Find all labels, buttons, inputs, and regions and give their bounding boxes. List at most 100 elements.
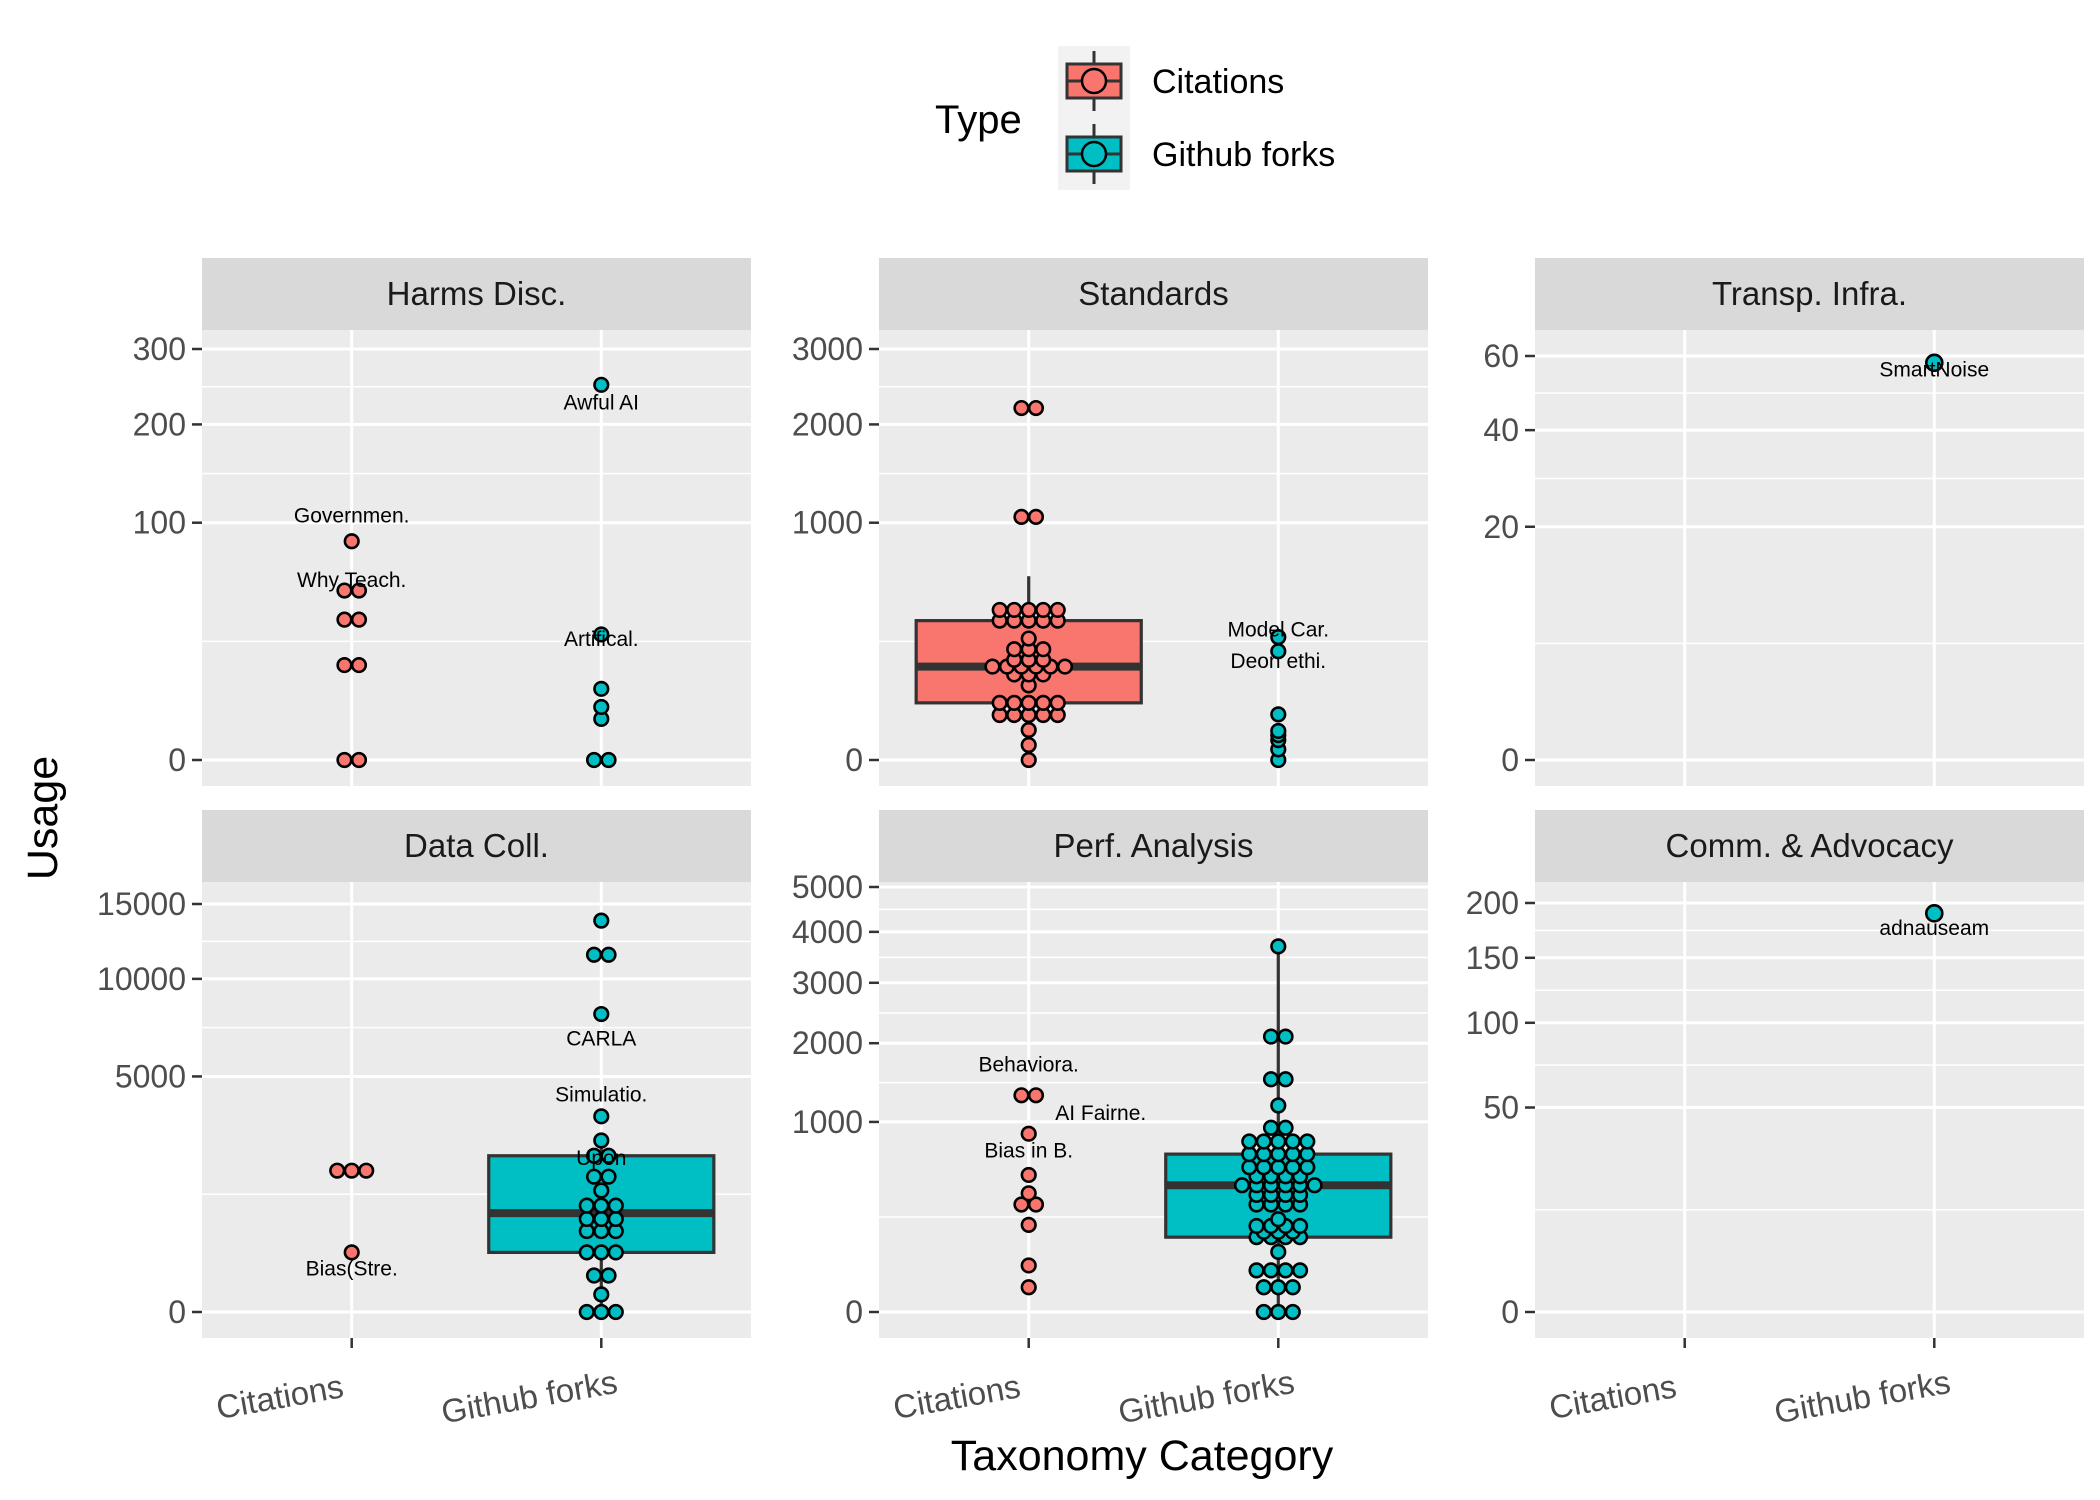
data-point-citations xyxy=(350,582,368,599)
facet-standards: 0 1000 2000 3000 Standards Model Car. Deon eth… xyxy=(792,258,1428,786)
point-annotation: Simulatio. xyxy=(555,1083,647,1106)
point-annotation: Bias in B. xyxy=(984,1140,1073,1163)
y-axis-title: Usage xyxy=(19,756,67,880)
data-point-github-forks xyxy=(1291,1217,1309,1235)
y-tick-label: 40 xyxy=(1483,412,1519,448)
data-point-github-forks xyxy=(1270,1097,1287,1114)
panel-background xyxy=(1535,330,2084,786)
data-point-github-forks xyxy=(600,1168,617,1185)
data-point-github-forks xyxy=(593,680,610,697)
point-annotation: Governmen. xyxy=(294,505,410,528)
legend-key-citations: Citations xyxy=(1065,51,1284,111)
data-point-github-forks xyxy=(1241,1159,1258,1176)
data-point-github-forks xyxy=(593,912,610,929)
data-point-citations xyxy=(991,601,1008,619)
data-point-citations xyxy=(336,611,353,628)
data-point-github-forks xyxy=(1270,1279,1287,1296)
data-point-github-forks xyxy=(1270,1243,1287,1260)
y-tick-label: 300 xyxy=(133,331,186,367)
data-point-github-forks xyxy=(593,1182,610,1199)
data-point-github-forks xyxy=(1270,1133,1287,1150)
data-point-citations xyxy=(1020,1125,1037,1142)
facet-data-coll: 0 5000 10000 15000 Data Coll. CARLA Simulatio.… xyxy=(97,810,751,1430)
point-annotation: Awful AI xyxy=(564,392,640,415)
y-tick-label: 1000 xyxy=(792,505,863,541)
point-annotation: Model Car. xyxy=(1228,619,1330,642)
legend-label: Citations xyxy=(1152,63,1284,101)
y-tick-label: 200 xyxy=(1466,885,1519,921)
facet-title: Harms Disc. xyxy=(387,275,567,312)
data-point-github-forks xyxy=(1284,1279,1301,1296)
data-point-github-forks xyxy=(593,1132,610,1149)
data-point-github-forks xyxy=(1306,1177,1323,1194)
data-point-github-forks xyxy=(585,751,603,769)
data-point-citations xyxy=(1020,694,1037,711)
legend-key-github-forks: Github forks xyxy=(1065,124,1335,184)
data-point-github-forks xyxy=(600,751,617,769)
facet-title: Standards xyxy=(1078,275,1228,312)
data-point-github-forks xyxy=(600,1267,617,1284)
y-tick-label: 3000 xyxy=(792,965,863,1001)
data-point-github-forks xyxy=(607,1197,624,1214)
data-point-github-forks xyxy=(1270,706,1287,723)
data-point-citations xyxy=(358,1162,375,1179)
data-point-github-forks xyxy=(593,376,610,393)
y-tick-label: 3000 xyxy=(792,331,863,367)
data-point-github-forks xyxy=(593,1197,610,1214)
data-point-citations xyxy=(1013,508,1030,525)
facet-strip xyxy=(1535,810,2084,882)
data-point-github-forks xyxy=(585,1267,603,1284)
y-tick-label: 4000 xyxy=(792,914,863,950)
y-tick-label: 1000 xyxy=(792,1104,863,1140)
data-point-github-forks xyxy=(1270,629,1287,646)
data-point-github-forks xyxy=(1277,1028,1294,1045)
data-point-citations xyxy=(336,656,353,674)
data-point-github-forks xyxy=(593,1244,610,1261)
legend-label: Github forks xyxy=(1152,136,1335,174)
data-point-citations xyxy=(329,1162,346,1179)
data-point-github-forks xyxy=(578,1210,595,1228)
data-point-github-forks xyxy=(1255,1303,1272,1321)
data-point-github-forks xyxy=(1299,1159,1316,1176)
data-point-citations xyxy=(1035,641,1052,658)
data-point-github-forks xyxy=(600,946,617,963)
data-point-github-forks xyxy=(1291,1262,1309,1279)
facet-strip xyxy=(1535,258,2084,330)
data-point-citations xyxy=(1020,1257,1037,1274)
data-point-citations xyxy=(1020,721,1037,739)
data-point-github-forks xyxy=(593,1108,610,1125)
facet-strip xyxy=(202,810,751,882)
data-point-citations xyxy=(350,751,368,769)
point-annotation: Deon ethi. xyxy=(1230,650,1326,673)
data-point-citations xyxy=(1020,1216,1037,1234)
data-point-github-forks xyxy=(1255,1279,1272,1296)
data-point-github-forks xyxy=(1262,1071,1280,1088)
data-point-citations xyxy=(1035,694,1052,711)
y-tick-label: 5000 xyxy=(792,869,863,905)
data-point-github-forks xyxy=(1241,1133,1258,1150)
data-point-github-forks xyxy=(1270,722,1287,740)
data-point-citations xyxy=(1020,751,1037,769)
data-point-citations xyxy=(1020,601,1037,619)
y-tick-label: 100 xyxy=(1466,1005,1519,1041)
data-point-github-forks xyxy=(593,1286,610,1303)
point-annotation: Bias(Stre. xyxy=(306,1258,398,1281)
y-tick-label: 2000 xyxy=(792,406,863,442)
data-point-citations xyxy=(991,694,1008,711)
data-point-github-forks xyxy=(1248,1217,1265,1235)
data-point-github-forks xyxy=(593,698,610,716)
y-tick-label: 10000 xyxy=(97,961,186,997)
data-point-github-forks xyxy=(593,1005,610,1023)
y-tick-label: 20 xyxy=(1483,509,1519,545)
data-point-github-forks xyxy=(1277,1119,1294,1136)
y-tick-label: 100 xyxy=(133,505,186,541)
y-tick-label: 0 xyxy=(1501,742,1519,778)
y-tick-label: 5000 xyxy=(115,1058,186,1094)
data-point-citations xyxy=(1006,601,1023,619)
data-point-citations xyxy=(1056,658,1074,675)
facet-title: Comm. & Advocacy xyxy=(1666,827,1954,864)
data-point-citations xyxy=(336,751,353,769)
point-annotation: Artifical. xyxy=(564,628,639,651)
y-tick-label: 0 xyxy=(1501,1294,1519,1330)
